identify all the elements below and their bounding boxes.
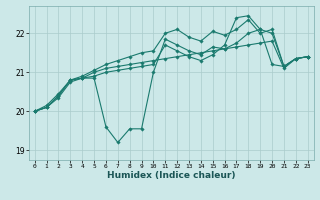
X-axis label: Humidex (Indice chaleur): Humidex (Indice chaleur) — [107, 171, 236, 180]
